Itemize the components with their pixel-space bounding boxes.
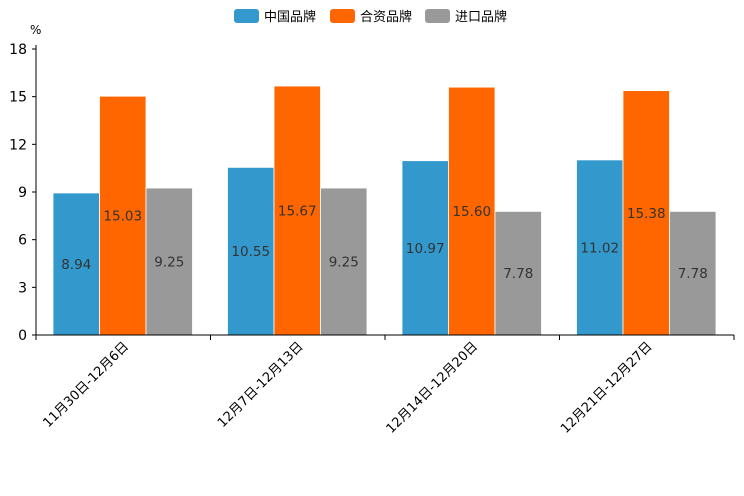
- y-axis-unit: %: [30, 23, 41, 37]
- data-label: 9.25: [329, 255, 359, 271]
- y-axis: 0 3 6 9 12 15 18: [9, 42, 37, 344]
- x-category-label: 12月7日-12月13日: [215, 339, 307, 431]
- bar-3-4: [669, 210, 717, 336]
- legend-label: 进口品牌: [455, 9, 507, 25]
- y-tick-label: 0: [18, 328, 27, 344]
- bar-2-2: [273, 85, 321, 336]
- y-tick-label: 18: [9, 42, 27, 58]
- data-label: 15.03: [103, 209, 142, 225]
- data-label: 9.25: [154, 255, 184, 271]
- x-category-label: 11月30日-12月6日: [40, 339, 132, 431]
- data-label: 8.94: [61, 257, 91, 273]
- data-label: 15.38: [627, 206, 666, 222]
- data-label: 15.67: [278, 204, 317, 220]
- legend: 中国品牌 合资品牌 进口品牌: [234, 9, 507, 25]
- bar-3-2: [320, 187, 368, 336]
- bar-1-3: [401, 160, 449, 336]
- bar-2-3: [448, 86, 496, 336]
- y-tick-label: 3: [18, 280, 27, 296]
- bars: [52, 85, 717, 336]
- data-label: 11.02: [580, 240, 619, 256]
- y-tick-label: 9: [18, 185, 27, 201]
- data-labels: 8.94 10.55 10.97 11.02 15.03 15.67 15.60 15.38 9…: [61, 204, 708, 283]
- data-label: 10.55: [231, 244, 270, 260]
- bar-1-1: [52, 192, 100, 336]
- bar-1-2: [227, 166, 275, 336]
- data-label: 15.60: [452, 204, 491, 220]
- legend-swatch: [425, 9, 450, 23]
- legend-swatch: [330, 9, 355, 23]
- x-category-label: 12月14日-12月20日: [384, 339, 481, 436]
- legend-swatch: [234, 9, 259, 23]
- legend-label: 合资品牌: [360, 9, 412, 25]
- data-label: 10.97: [406, 241, 445, 257]
- bar-2-4: [622, 90, 670, 336]
- x-axis: 11月30日-12月6日 12月7日-12月13日 12月14日-12月20日 12月…: [35, 334, 735, 437]
- bar-3-3: [494, 210, 542, 336]
- y-tick-label: 6: [18, 233, 27, 249]
- x-category-label: 12月21日-12月27日: [558, 339, 655, 436]
- y-tick-label: 15: [9, 90, 27, 106]
- data-label: 7.78: [503, 266, 533, 282]
- y-tick-label: 12: [9, 137, 27, 153]
- legend-label: 中国品牌: [264, 9, 316, 25]
- data-label: 7.78: [678, 266, 708, 282]
